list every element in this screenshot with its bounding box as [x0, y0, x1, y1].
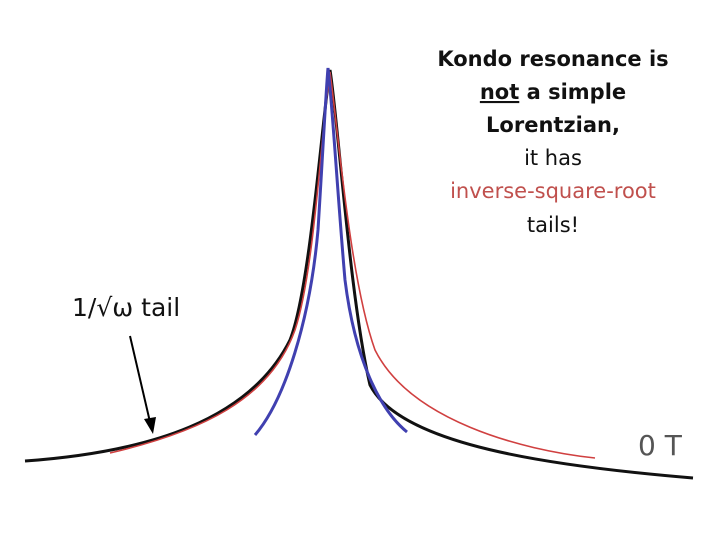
callout-line: inverse-square-root — [450, 179, 656, 203]
callout-line: tails! — [527, 213, 579, 237]
tail-label: 1/√ω tail — [72, 293, 180, 322]
arrow — [129, 335, 151, 423]
callout-line: not a simple — [480, 80, 626, 104]
sqrt-fit — [253, 67, 408, 436]
arrow-head — [144, 417, 156, 434]
callout-emphasis: not — [480, 80, 519, 104]
field-label: 0 T — [638, 429, 683, 462]
lorentzian-fit — [109, 71, 596, 459]
callout-text: a simple — [527, 80, 627, 104]
callout-line: Kondo resonance is — [437, 47, 668, 71]
callout-line: it has — [524, 146, 582, 170]
callout-line: Lorentzian, — [486, 113, 620, 137]
